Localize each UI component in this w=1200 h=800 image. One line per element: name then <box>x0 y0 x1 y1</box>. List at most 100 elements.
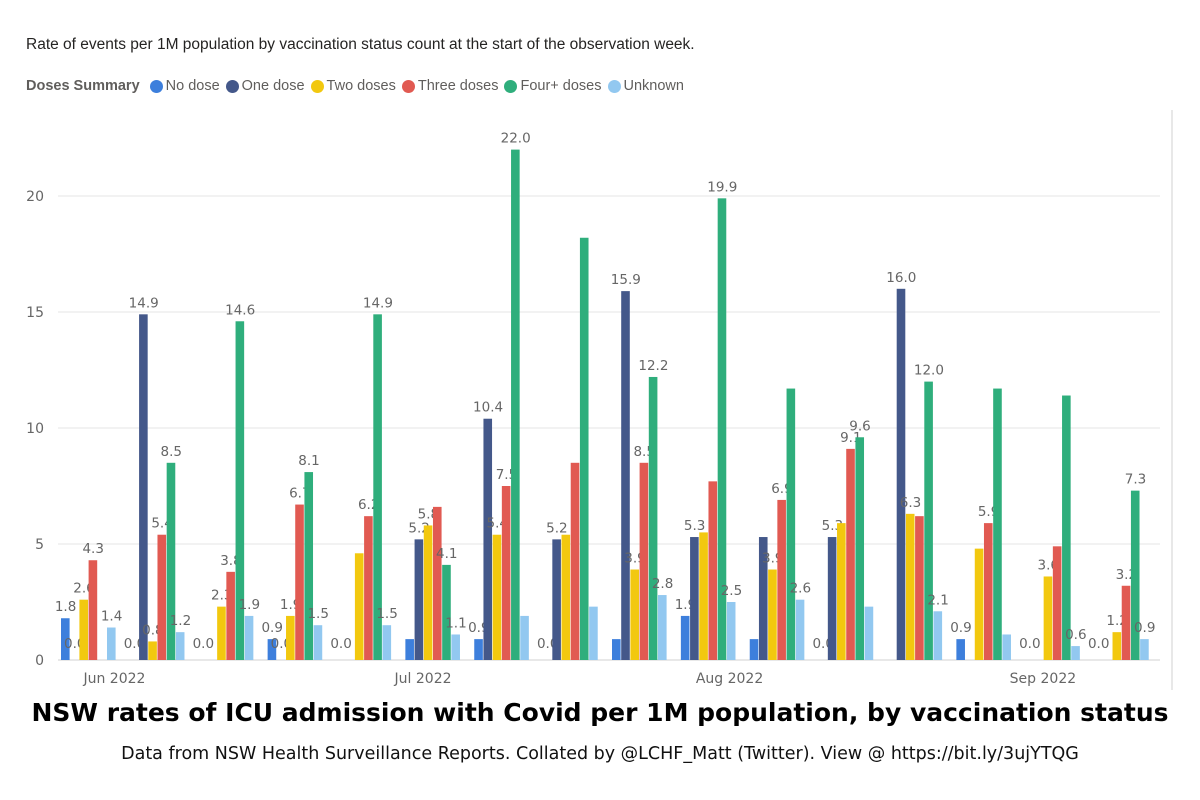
bar-two-doses <box>837 523 846 660</box>
bar-three-doses <box>364 516 373 660</box>
bar-unknown <box>107 627 116 660</box>
data-label: 19.9 <box>707 179 737 195</box>
data-label: 4.1 <box>436 546 457 562</box>
bar-unknown <box>933 611 943 660</box>
chart-caption: Data from NSW Health Surveillance Report… <box>121 744 1079 764</box>
data-label: 4.3 <box>82 541 103 557</box>
bar-four-doses <box>855 437 865 660</box>
bar-two-doses <box>354 553 364 660</box>
bar-four-doses <box>373 314 382 660</box>
data-label: 6.3 <box>900 495 921 511</box>
bar-two-doses <box>423 525 433 660</box>
legend-item[interactable]: Unknown <box>607 78 684 94</box>
legend-label: One dose <box>241 78 305 94</box>
legend-item[interactable]: Three doses <box>401 78 499 94</box>
legend-item[interactable]: No dose <box>149 78 220 94</box>
data-label: 12.0 <box>914 363 944 379</box>
data-label: 2.8 <box>652 576 673 592</box>
legend-item[interactable]: Four+ doses <box>504 78 602 94</box>
data-label: 0.6 <box>1065 627 1086 643</box>
bar-two-doses <box>768 569 777 660</box>
bar-three-doses <box>639 462 649 660</box>
bar-one-dose <box>690 537 699 660</box>
bar-unknown <box>1071 646 1080 660</box>
data-label: 0.0 <box>330 636 351 652</box>
legend-label: Unknown <box>623 78 684 94</box>
bar-three-doses <box>501 486 511 660</box>
bar-four-doses <box>442 564 451 660</box>
bar-three-doses <box>846 448 855 660</box>
x-month-label: Jul 2022 <box>394 671 452 687</box>
bar-four-doses <box>579 237 589 660</box>
bar-three-doses <box>983 523 993 660</box>
bar-two-doses <box>630 569 639 660</box>
bar-three-doses <box>915 516 924 660</box>
bar-one-dose <box>621 291 630 660</box>
x-month-label: Sep 2022 <box>1010 671 1076 687</box>
bar-no-dose <box>956 639 965 660</box>
x-month-label: Aug 2022 <box>696 671 763 687</box>
bar-no-dose <box>61 618 70 660</box>
y-tick-label: 15 <box>26 305 44 321</box>
bar-unknown <box>1140 639 1149 660</box>
bar-three-doses <box>157 534 167 660</box>
chart-title: NSW rates of ICU admission with Covid pe… <box>31 698 1169 727</box>
data-label: 9.6 <box>849 418 870 434</box>
data-label: 16.0 <box>886 270 916 286</box>
data-label: 22.0 <box>501 131 531 147</box>
bar-one-dose <box>896 288 906 660</box>
bar-three-doses <box>295 504 304 660</box>
data-label: 7.3 <box>1125 472 1146 488</box>
data-label: 0.0 <box>1088 636 1109 652</box>
data-label: 12.2 <box>638 358 668 374</box>
bar-unknown <box>175 632 185 660</box>
bar-four-doses <box>1130 490 1140 660</box>
data-label: 15.9 <box>611 272 641 288</box>
data-label: 5.3 <box>684 518 705 534</box>
legend-label: Four+ doses <box>520 78 602 94</box>
bar-no-dose <box>405 639 414 660</box>
legend: Doses Summary No dose One dose Two doses Th… <box>26 78 690 94</box>
bar-two-doses <box>1043 576 1053 660</box>
bar-four-doses <box>235 321 245 660</box>
legend-title: Doses Summary <box>26 78 140 94</box>
data-label: 14.6 <box>225 302 255 318</box>
legend-label: Three doses <box>417 78 499 94</box>
data-label: 0.9 <box>261 620 282 636</box>
bar-three-doses <box>777 499 786 660</box>
bar-three-doses <box>226 571 235 660</box>
bar-unknown <box>726 602 736 660</box>
legend-dot-icon <box>504 79 518 93</box>
legend-dot-icon <box>225 79 239 93</box>
bar-three-doses <box>1121 585 1131 660</box>
legend-dot-icon <box>607 79 621 93</box>
bar-unknown <box>382 625 392 660</box>
bar-two-doses <box>974 548 984 660</box>
bar-one-dose <box>758 537 768 660</box>
bar-no-dose <box>680 615 690 660</box>
legend-dot-icon <box>401 79 415 93</box>
bar-four-doses <box>166 462 176 660</box>
bar-three-doses <box>708 481 718 660</box>
data-label: 1.4 <box>101 609 122 625</box>
data-label: 1.5 <box>307 606 328 622</box>
legend-dot-icon <box>310 79 324 93</box>
bar-three-doses <box>432 506 442 660</box>
bar-one-dose <box>552 539 561 660</box>
y-tick-label: 10 <box>26 421 44 437</box>
data-label: 10.4 <box>473 400 503 416</box>
data-label: 2.5 <box>721 583 742 599</box>
y-tick-label: 5 <box>35 537 44 553</box>
bar-no-dose <box>749 639 759 660</box>
bar-three-doses <box>88 560 98 660</box>
data-label: 0.9 <box>1134 620 1155 636</box>
legend-dot-icon <box>149 79 163 93</box>
bar-two-doses <box>286 615 295 660</box>
bar-four-doses <box>717 198 727 660</box>
bar-one-dose <box>827 537 837 660</box>
data-label: 8.5 <box>161 444 182 460</box>
legend-item[interactable]: Two doses <box>310 78 396 94</box>
legend-item[interactable]: One dose <box>225 78 305 94</box>
data-label: 1.8 <box>55 599 76 615</box>
